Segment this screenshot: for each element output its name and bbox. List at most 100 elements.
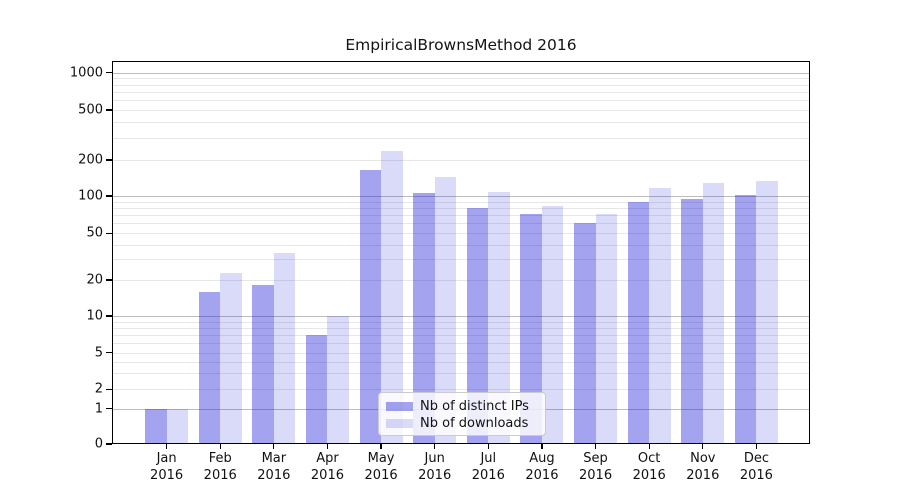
y-tick-label: 2 [94,381,103,397]
minor-gridline [113,321,810,323]
bar-distinct-ips-feb [198,291,221,444]
bar-distinct-ips-mar [252,285,274,444]
minor-gridline [113,373,810,375]
minor-gridline [113,201,810,203]
x-tick [755,444,757,449]
minor-gridline [113,280,810,281]
bar-downloads-may [381,151,403,444]
x-tick [166,444,168,449]
minor-gridline [113,334,810,336]
bar-downloads-jun [434,176,457,444]
bar-distinct-ips-sep [574,223,596,444]
y-tick-label: 10 [86,308,103,324]
y-tick-label: 5 [94,345,103,361]
minor-gridline [113,208,810,209]
minor-gridline [113,327,810,329]
bar-downloads-jan [166,408,189,444]
y-tick-label: 1 [94,401,103,416]
x-tick [594,444,597,449]
bar-distinct-ips-may [359,169,382,444]
x-tick-label: Jul 2016 [471,451,505,483]
legend-item-distinct-ips: Nb of distinct IPs [386,398,545,415]
x-tick-label: Dec 2016 [739,451,773,483]
bar-downloads-feb [220,272,242,444]
legend-swatch-distinct-ips [386,402,413,411]
bar-downloads-nov [702,182,725,444]
bar-downloads-sep [595,213,618,444]
minor-gridline [113,361,810,363]
minor-gridline [113,84,810,86]
y-tick [106,407,112,410]
legend-label-downloads: Nb of downloads [420,416,529,431]
bar-downloads-aug [541,206,564,444]
x-tick-label: Sep 2016 [579,451,613,483]
bar-distinct-ips-dec [734,194,757,444]
legend-swatch-downloads [386,419,413,428]
y-tick-label: 200 [78,152,103,168]
y-tick [106,443,112,445]
y-tick [106,388,112,390]
x-tick [648,444,650,449]
y-tick [106,195,112,197]
bar-downloads-jul [488,192,510,444]
x-tick-label: Nov 2016 [686,451,720,483]
x-tick-label: Mar 2016 [257,451,291,483]
y-tick-label: 1000 [69,65,103,80]
y-tick-label: 50 [86,225,103,241]
major-gridline [113,316,810,317]
minor-gridline [113,91,810,93]
y-tick-label: 500 [78,102,103,118]
bar-distinct-ips-aug [520,213,542,444]
minor-gridline [113,223,810,225]
bar-distinct-ips-jan [145,408,167,444]
bar-distinct-ips-oct [627,201,650,444]
minor-gridline [113,78,810,80]
y-tick [106,109,112,111]
major-gridline [113,196,810,197]
x-tick-label: May 2016 [364,451,398,483]
minor-gridline [113,160,810,161]
bar-downloads-apr [327,316,349,444]
x-tick [702,444,704,449]
bar-distinct-ips-jul [466,208,489,444]
bar-distinct-ips-jun [413,193,435,444]
bar-distinct-ips-apr [305,334,328,444]
legend-label-distinct-ips: Nb of distinct IPs [420,399,529,414]
minor-gridline [113,259,810,261]
y-tick [106,279,112,281]
minor-gridline [113,100,810,102]
x-tick-label: Oct 2016 [632,451,666,483]
minor-gridline [113,389,810,391]
minor-gridline [113,137,810,139]
x-tick [219,444,221,449]
minor-gridline [113,122,810,124]
y-tick-label: 0 [94,436,103,452]
legend: Nb of distinct IPs Nb of downloads [378,392,546,436]
major-gridline [113,72,810,74]
y-tick [106,315,112,317]
x-tick [273,444,275,449]
x-tick-label: Jun 2016 [418,451,452,483]
x-tick [326,444,329,449]
y-tick-label: 100 [78,188,103,204]
bar-downloads-oct [649,187,671,444]
x-tick-label: Aug 2016 [525,451,559,483]
minor-gridline [113,352,810,354]
x-tick-label: Jan 2016 [150,451,184,483]
bar-downloads-dec [756,181,778,444]
y-tick [106,71,112,74]
x-tick [541,444,543,449]
minor-gridline [113,244,810,246]
bar-downloads-mar [273,252,296,444]
y-tick [106,352,112,354]
x-tick [434,444,436,449]
x-tick-label: Feb 2016 [203,451,237,483]
minor-gridline [113,233,810,235]
y-tick-label: 20 [86,272,103,288]
x-tick [487,444,489,449]
x-tick [380,444,382,449]
y-tick [106,159,112,161]
bar-distinct-ips-nov [681,199,703,444]
minor-gridline [113,110,810,111]
